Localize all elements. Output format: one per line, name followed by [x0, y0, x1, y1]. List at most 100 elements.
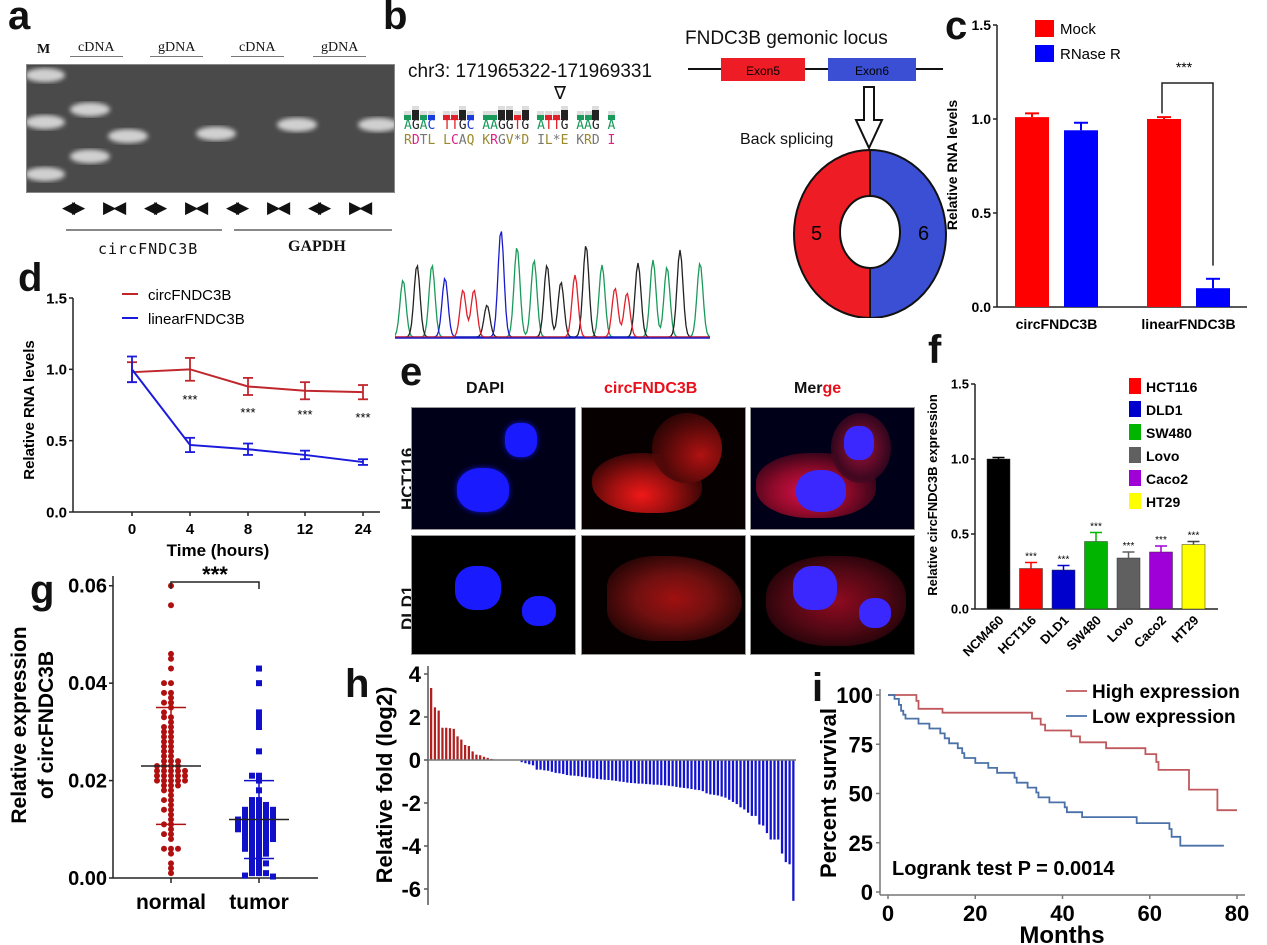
bar — [652, 760, 655, 785]
nucleotide: G — [458, 118, 467, 133]
data-point — [249, 772, 255, 779]
bar — [701, 760, 704, 792]
quality-bar — [490, 111, 498, 120]
legend-swatch — [1035, 20, 1054, 37]
y-tick-label: 0.00 — [68, 868, 107, 890]
quality-bar — [576, 111, 584, 120]
data-point — [161, 782, 167, 789]
data-point — [161, 699, 167, 706]
y-tick-label: 0.0 — [972, 299, 992, 315]
data-point — [154, 767, 160, 774]
x-tick-label: linearFNDC3B — [1141, 316, 1235, 332]
bar — [445, 727, 448, 760]
column-label-circfndc3b: circFNDC3B — [604, 380, 698, 397]
bar — [430, 687, 433, 760]
data-point — [263, 801, 269, 808]
nucleotide: T — [552, 118, 561, 133]
gene-label-gapdh: GAPDH — [288, 238, 346, 255]
quality-bars — [404, 106, 724, 120]
gel-bands — [25, 68, 398, 182]
data-point — [168, 870, 174, 877]
significance-label: *** — [202, 562, 228, 587]
amino-acid: E — [560, 133, 569, 148]
panel-label-f: f — [928, 328, 942, 372]
micrograph-hct116-circ — [581, 407, 746, 530]
bar — [550, 760, 554, 772]
data-point — [256, 680, 262, 687]
bar — [769, 760, 772, 840]
legend-label: circFNDC3B — [148, 287, 231, 304]
data-point — [270, 826, 276, 833]
data-point — [168, 836, 174, 843]
merge-label-part2: ge — [822, 380, 842, 397]
data-point — [161, 724, 167, 730]
locus-diagram: Exon5 Exon6 — [688, 58, 943, 151]
convergent-primer-icon: ▶◀ — [103, 198, 126, 217]
bar — [788, 760, 791, 865]
bar — [1196, 288, 1230, 307]
bar — [682, 760, 686, 788]
y-tick-label: 1.0 — [972, 111, 992, 127]
x-tick-label: 8 — [244, 521, 252, 538]
bar — [1015, 117, 1049, 308]
bar — [558, 760, 561, 774]
junction-marker: ∇ — [554, 83, 567, 103]
bar — [588, 760, 591, 778]
data-point — [249, 850, 255, 857]
exon5-box — [721, 58, 805, 81]
amino-acid — [600, 133, 608, 148]
data-point — [256, 709, 262, 716]
data-point — [249, 870, 255, 877]
data-point — [270, 806, 276, 813]
micrograph-hct116-merge — [750, 407, 915, 530]
chart-f: 0.0 0.5 1.0 1.5 Relative circFNDC3B expressi… — [925, 377, 1218, 659]
bar — [618, 760, 621, 782]
legend-label: HCT116 — [1146, 379, 1198, 395]
y-tick-label: 2 — [409, 705, 421, 730]
bar — [754, 760, 757, 816]
y-tick-label: 0.5 — [46, 433, 67, 450]
bar — [539, 760, 542, 770]
legend-label: Low expression — [1092, 707, 1236, 728]
quality-bar — [506, 106, 514, 120]
nucleotide: C — [466, 118, 475, 133]
data-point — [249, 811, 255, 818]
exon5-arc — [793, 148, 871, 318]
data-point — [270, 836, 276, 843]
bar — [663, 760, 667, 786]
quality-bar — [553, 111, 561, 120]
gel-band — [277, 117, 317, 132]
quality-bar — [411, 106, 419, 120]
bar — [1084, 541, 1108, 610]
nucleotide: T — [443, 118, 451, 133]
data-point — [242, 845, 248, 852]
column-label-dapi: DAPI — [466, 380, 505, 397]
panel-label-i: i — [812, 666, 824, 710]
nucleotide: C — [427, 118, 436, 133]
y-tick-label: 1.5 — [951, 377, 969, 392]
significance-label: *** — [1123, 541, 1135, 552]
legend-label: Mock — [1060, 21, 1096, 38]
data-point — [249, 826, 255, 833]
data-point — [242, 872, 248, 879]
x-tick-label: normal — [136, 891, 206, 914]
bar — [433, 707, 437, 760]
bar — [452, 728, 455, 760]
data-point — [161, 728, 167, 735]
quality-bar — [427, 111, 435, 120]
amino-acid: T — [419, 133, 428, 148]
significance-bracket — [170, 581, 260, 589]
significance-label: *** — [1090, 522, 1102, 533]
data-point — [168, 602, 174, 609]
panel-label-b: b — [383, 0, 408, 38]
bar — [475, 754, 478, 760]
data-point — [154, 772, 160, 779]
bar — [784, 760, 787, 863]
survival-curve — [888, 694, 1237, 812]
data-point — [161, 831, 167, 838]
data-point — [263, 826, 269, 833]
data-point — [168, 650, 174, 657]
data-point — [256, 724, 262, 730]
gel-band — [25, 115, 65, 130]
nucleotide — [600, 118, 608, 133]
